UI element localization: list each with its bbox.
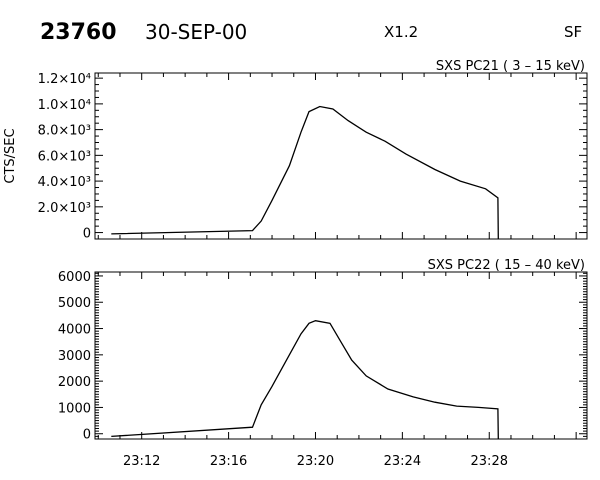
y-tick-label: 4.0×10³	[38, 175, 91, 190]
plot-frame	[94, 271, 588, 440]
x-tick-label: 23:12	[123, 454, 160, 469]
plot-frame	[94, 72, 588, 240]
light-curve-line	[111, 105, 499, 240]
y-tick-label: 6.0×10³	[38, 149, 91, 164]
y-tick-label: 0	[83, 227, 91, 242]
event-id: 23760	[40, 20, 117, 45]
y-tick-label: 4000	[58, 323, 91, 338]
flare-class: X1.2	[384, 23, 418, 41]
flag-label: SF	[564, 23, 582, 41]
x-tick-label: 23:20	[297, 454, 334, 469]
y-tick-label: 1.0×10⁴	[38, 98, 91, 113]
y-tick-label: 8.0×10³	[38, 124, 91, 139]
y-tick-label: 5000	[58, 296, 91, 311]
y-tick-label: 3000	[58, 349, 91, 364]
y-tick-label: 6000	[58, 270, 91, 285]
x-tick-label: 23:28	[471, 454, 508, 469]
y-axis-label: CTS/SEC	[3, 128, 18, 183]
panel-pc22: 0 1000 2000 3000 4000 5000 6000 23:12 23:16 23:20…	[58, 270, 588, 469]
y-tick-label: 1.2×10⁴	[38, 72, 91, 87]
panel2-title: SXS PC22 ( 15 – 40 keV)	[428, 258, 585, 273]
x-tick-label: 23:24	[384, 454, 421, 469]
x-tick-label: 23:16	[210, 454, 247, 469]
event-date: 30-SEP-00	[145, 20, 247, 44]
panel1-title: SXS PC21 ( 3 – 15 keV)	[436, 59, 585, 74]
light-curve-line	[111, 320, 499, 440]
panel-pc21: 0 2.0×10³ 4.0×10³ 6.0×10³ 8.0×10³ 1.0×10⁴ 1.2×…	[38, 72, 588, 242]
y-tick-label: 2000	[58, 375, 91, 390]
y-tick-label: 1000	[58, 401, 91, 416]
y-tick-label: 0	[83, 428, 91, 443]
y-tick-label: 2.0×10³	[38, 201, 91, 216]
